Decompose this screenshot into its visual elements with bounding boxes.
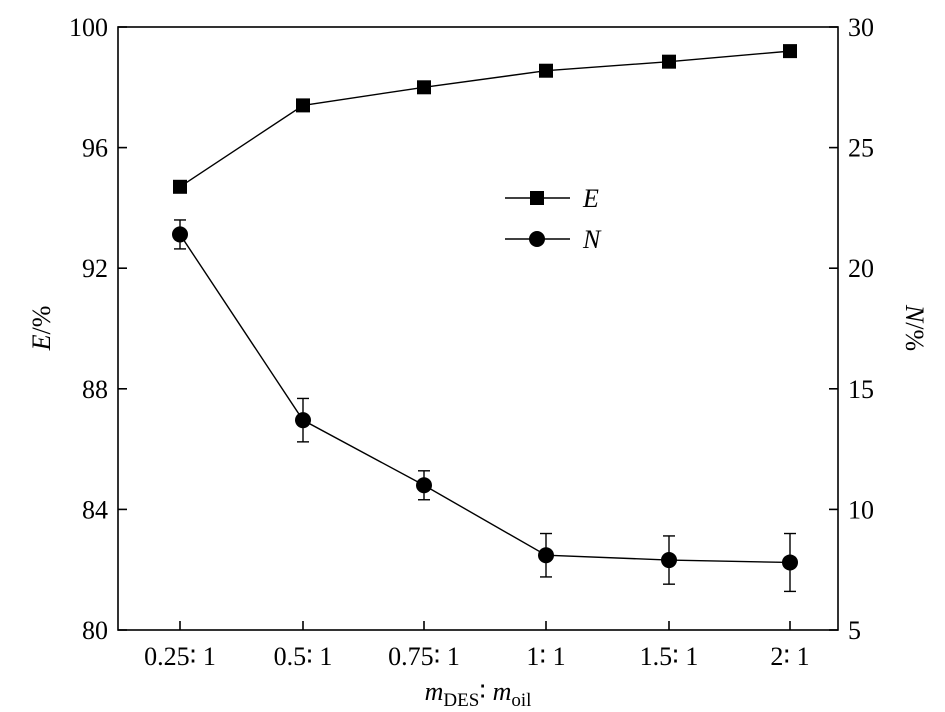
y-right-tick-label: 5 [848, 616, 861, 645]
legend-label-e: E [582, 184, 599, 213]
data-point-e [539, 63, 553, 78]
y-left-tick-label: 80 [82, 616, 108, 645]
left-axis: 80 84 88 92 96 100 [69, 13, 127, 645]
xlabel-sub2: oil [511, 690, 531, 711]
ylabel-right-var: N [900, 304, 929, 324]
series-line-e [179, 50, 791, 188]
x-tick-label: 0.75∶ 1 [388, 642, 460, 671]
x-tick-label: 0.5∶ 1 [274, 642, 333, 671]
x-axis: 0.25∶ 1 0.5∶ 1 0.75∶ 1 1∶ 1 1.5∶ 1 2∶ 1 [144, 621, 810, 671]
y-axis-title-right: N/% [900, 304, 929, 351]
right-axis: 5 10 15 20 25 30 [829, 13, 874, 645]
data-point-e [662, 54, 676, 69]
y-axis-title-left: E/% [27, 306, 56, 352]
y-right-tick-label: 20 [848, 254, 874, 283]
data-point-e [173, 179, 187, 194]
y-left-tick-label: 96 [82, 134, 108, 163]
legend-label-n: N [582, 225, 602, 254]
series-line-n [179, 234, 791, 564]
y-left-tick-label: 84 [82, 495, 108, 524]
data-point-n [782, 554, 798, 571]
x-axis-title: mDES∶ moil [425, 677, 532, 711]
x-tick-label: 1.5∶ 1 [640, 642, 699, 671]
xlabel-main: m [425, 677, 444, 706]
x-tick-label: 1∶ 1 [526, 642, 565, 671]
data-point-e [417, 80, 431, 95]
ylabel-left-var: E [27, 334, 56, 351]
plot-frame [117, 26, 839, 631]
ylabel-left-unit: /% [27, 306, 56, 335]
y-right-tick-label: 30 [848, 13, 874, 42]
y-left-tick-label: 88 [82, 375, 108, 404]
x-tick-label: 0.25∶ 1 [144, 642, 216, 671]
data-point-n [661, 552, 677, 569]
x-tick-label: 2∶ 1 [770, 642, 809, 671]
y-right-tick-label: 25 [848, 134, 874, 163]
xlabel-sub1: DES [443, 690, 479, 711]
data-point-e [783, 44, 797, 59]
y-left-tick-label: 100 [69, 13, 108, 42]
data-point-e [296, 98, 310, 113]
data-point-n [172, 226, 188, 243]
xlabel-main2: m [493, 677, 512, 706]
y-right-tick-label: 10 [848, 495, 874, 524]
y-right-tick-label: 15 [848, 375, 874, 404]
data-point-n [538, 547, 554, 564]
ylabel-right-unit: /% [900, 322, 929, 351]
legend-marker-e [530, 191, 544, 205]
y-left-tick-label: 92 [82, 254, 108, 283]
data-point-n [416, 477, 432, 494]
series-layer [172, 44, 798, 593]
legend-marker-n [529, 231, 545, 247]
legend: E N [505, 184, 602, 254]
data-point-n [295, 412, 311, 429]
xlabel-sep: ∶ [479, 677, 492, 706]
